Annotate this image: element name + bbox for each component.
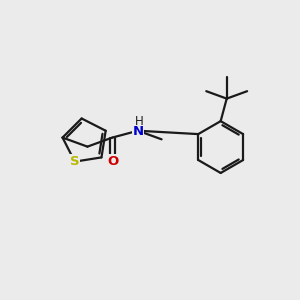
- Text: S: S: [70, 155, 79, 168]
- Text: O: O: [108, 155, 119, 168]
- Text: N: N: [132, 125, 143, 138]
- Text: H: H: [134, 115, 143, 128]
